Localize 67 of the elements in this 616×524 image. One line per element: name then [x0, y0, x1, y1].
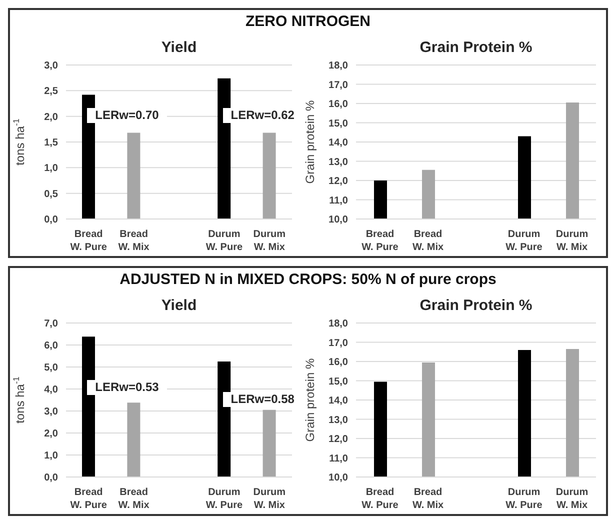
x-tick-label: Bread W. Pure — [362, 487, 399, 511]
x-tick-label: Durum W. Pure — [506, 229, 543, 253]
x-tick-label: Bread W. Mix — [118, 229, 150, 253]
bar — [218, 78, 231, 219]
bar — [82, 336, 95, 477]
x-tick-label: Bread W. Pure — [362, 229, 399, 253]
x-tick-label: Durum W. Pure — [206, 229, 243, 253]
y-tick-label: 12,0 — [328, 176, 348, 188]
y-tick-label: 1,5 — [44, 138, 58, 149]
y-tick-label: 1,0 — [44, 163, 58, 174]
y-tick-label: 3,0 — [44, 406, 58, 418]
chart-subtitle: Yield — [160, 39, 198, 56]
y-tick-label: 10,0 — [328, 472, 348, 484]
note-text: LERw=0.53 — [87, 380, 168, 395]
y-tick-label: 0,0 — [44, 214, 58, 226]
x-tick-label: Durum W. Pure — [206, 487, 243, 511]
y-tick-label: 18,0 — [328, 60, 348, 72]
y-tick-label: 0,5 — [44, 188, 58, 200]
chart-subtitle: Yield — [160, 297, 198, 314]
x-tick-label: Durum W. Mix — [253, 229, 286, 253]
bar — [127, 132, 140, 219]
y-tick-label: 18,0 — [328, 318, 348, 330]
y-tick-label: 2,0 — [44, 112, 58, 123]
y-tick-label: 16,0 — [328, 357, 348, 368]
y-tick-label: 12,0 — [328, 434, 348, 446]
x-tick-label: Bread W. Mix — [412, 229, 444, 253]
bar — [262, 132, 276, 219]
x-tick-label: Durum W. Pure — [506, 487, 543, 511]
y-tick-label: 14,0 — [328, 396, 348, 407]
y-tick-label: 4,0 — [44, 384, 58, 396]
y-tick-label: 15,0 — [328, 376, 348, 388]
x-tick-label: Bread W. Pure — [70, 229, 108, 253]
y-tick-label: 1,0 — [44, 450, 58, 462]
y-tick-label: 5,0 — [44, 362, 58, 374]
y-tick-label: 11,0 — [329, 195, 348, 206]
y-tick-label: 16,0 — [328, 99, 348, 110]
y-axis-title: Grain protein % — [303, 358, 317, 442]
x-tick-label: Bread W. Mix — [412, 487, 444, 511]
x-tick-label: Durum W. Mix — [556, 229, 588, 253]
y-tick-label: 7,0 — [44, 318, 58, 330]
x-tick-label: Durum W. Mix — [253, 487, 286, 511]
bar — [127, 402, 140, 477]
chart-title: ADJUSTED N in MIXED CROPS: 50% N of pure crops — [118, 270, 498, 290]
y-tick-label: 2,0 — [44, 428, 58, 440]
chart-subtitle: Grain Protein % — [418, 39, 534, 56]
x-tick-label: Bread W. Mix — [118, 487, 150, 511]
chart-subtitle: Grain Protein % — [418, 297, 534, 314]
y-tick-label: 10,0 — [328, 214, 348, 226]
y-tick-label: 2,5 — [44, 86, 58, 98]
y-axis-title: Grain protein % — [303, 100, 317, 184]
bar — [262, 410, 276, 477]
y-tick-label: 17,0 — [328, 338, 348, 349]
y-tick-label: 0,0 — [44, 472, 58, 484]
bar — [82, 94, 95, 219]
y-tick-label: 13,0 — [328, 414, 348, 426]
y-tick-label: 13,0 — [328, 156, 348, 168]
x-tick-label: Bread W. Pure — [70, 487, 108, 511]
bar — [218, 362, 231, 477]
y-tick-label: 17,0 — [328, 80, 348, 91]
chart-title: ZERO NITROGEN — [244, 12, 372, 32]
y-tick-label: 15,0 — [328, 118, 348, 130]
y-tick-label: 3,0 — [44, 60, 58, 72]
x-tick-label: Durum W. Mix — [556, 487, 588, 511]
y-tick-label: 14,0 — [328, 138, 348, 149]
note-text: LERw=0.70 — [87, 108, 168, 123]
y-tick-label: 6,0 — [44, 340, 58, 352]
y-tick-label: 11,0 — [329, 453, 348, 464]
